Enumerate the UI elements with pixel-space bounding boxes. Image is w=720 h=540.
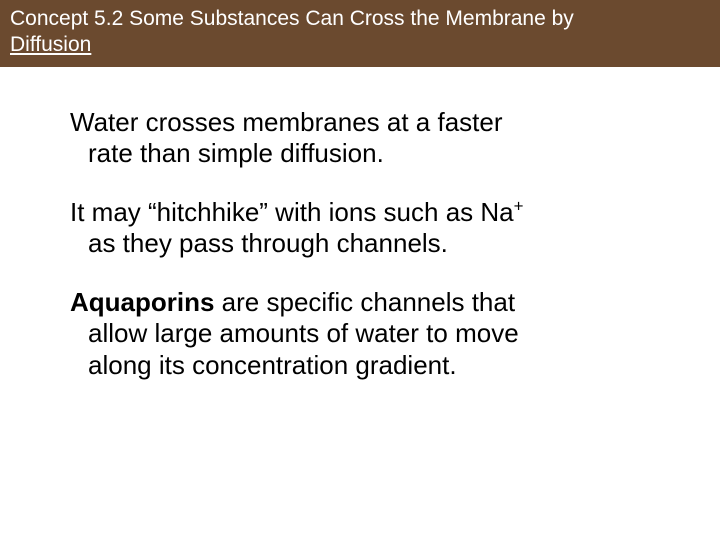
p2-line-b: as they pass through channels. [70,228,670,259]
p3-line-a: are specific channels that [214,287,515,317]
header-line-2: Diffusion [10,33,91,56]
paragraph-3: Aquaporins are specific channels that al… [70,287,670,381]
p3-line-b: allow large amounts of water to move [70,318,670,349]
paragraph-2: It may “hitchhike” with ions such as Na+… [70,197,670,259]
header-line-1: Concept 5.2 Some Substances Can Cross th… [10,7,574,30]
superscript-plus: + [514,196,524,215]
p3-bold-term: Aquaporins [70,287,214,317]
paragraph-1: Water crosses membranes at a faster rate… [70,107,670,169]
p1-line-a: Water crosses membranes at a faster [70,107,503,137]
slide-body: Water crosses membranes at a faster rate… [0,67,720,381]
p1-line-b: rate than simple diffusion. [70,138,670,169]
p3-line-c: along its concentration gradient. [70,350,670,381]
p2-line-a: It may “hitchhike” with ions such as Na [70,197,514,227]
slide-header: Concept 5.2 Some Substances Can Cross th… [0,0,720,67]
